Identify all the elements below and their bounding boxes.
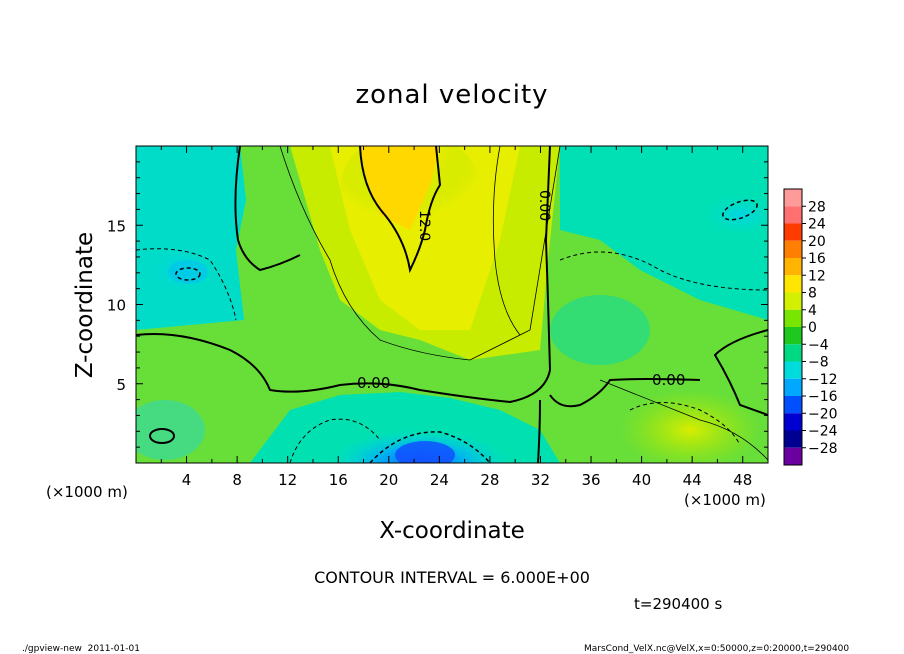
colorbar-label: −20: [808, 406, 838, 422]
time-label: t=290400 s: [634, 595, 722, 613]
colorbar-label: 0: [808, 320, 817, 336]
colorbar-swatch: [784, 275, 802, 293]
x-tick-label: 40: [632, 471, 651, 489]
footer-left: ./gpview-new 2011-01-01: [22, 644, 140, 654]
colorbar-swatch: [784, 189, 802, 207]
colorbar-swatch: [784, 396, 802, 414]
colorbar-swatch: [784, 309, 802, 327]
colorbar-label: −12: [808, 372, 838, 388]
x-tick-label: 20: [379, 471, 398, 489]
x-unit-label: (×1000 m): [684, 491, 766, 509]
colorbar-label: −28: [808, 441, 838, 457]
y-tick-label: 15: [107, 217, 126, 235]
y-axis-title: Z-coordinate: [72, 232, 98, 378]
y-tick-label: 5: [116, 376, 126, 394]
colorbar-label: 12: [808, 268, 826, 284]
contour-label-zero-2: 0.00: [652, 371, 685, 389]
colorbar-swatch: [784, 292, 802, 310]
colorbar-label: 28: [808, 199, 826, 215]
axis-ticks: [135, 145, 769, 464]
contour-label-group: 0.00 0.00 0.00 12.0: [357, 190, 685, 392]
chart-title: zonal velocity: [355, 80, 548, 110]
x-tick-label: 48: [733, 471, 752, 489]
x-tick-label: 12: [278, 471, 297, 489]
contour-lines: [136, 146, 768, 463]
y-tick-label: 10: [107, 297, 126, 315]
colorbar-label: 8: [808, 286, 817, 302]
colorbar-label: −4: [808, 337, 829, 353]
colorbar-swatch: [784, 240, 802, 258]
colorbar-label: 24: [808, 217, 826, 233]
colorbar-swatch: [784, 413, 802, 431]
x-tick-labels: 4 8 12 16 20 24 28 32 36 40 44 48: [182, 471, 752, 489]
x-axis-title: X-coordinate: [379, 518, 525, 544]
colorbar-swatch: [784, 344, 802, 362]
colorbar-swatch: [784, 430, 802, 448]
x-tick-label: 36: [581, 471, 600, 489]
contour-interval-text: CONTOUR INTERVAL = 6.000E+00: [314, 568, 590, 587]
colorbar-label: −16: [808, 389, 838, 405]
contour-label-zero-1: 0.00: [357, 374, 390, 392]
colorbar-label: 16: [808, 251, 826, 267]
colorbar-label: −8: [808, 355, 829, 371]
y-tick-labels: 5 10 15: [107, 217, 126, 394]
x-tick-label: 8: [232, 471, 242, 489]
contour-label-twelve: 12.0: [416, 210, 432, 241]
x-tick-label: 28: [480, 471, 499, 489]
heatmap-field: [136, 146, 768, 463]
x-tick-label: 32: [531, 471, 550, 489]
x-tick-label: 4: [182, 471, 192, 489]
colorbar-label: 20: [808, 234, 826, 250]
colorbar-swatch: [784, 206, 802, 224]
colorbar-label: −24: [808, 424, 838, 440]
colorbar-swatch: [784, 447, 802, 465]
colorbar-swatch: [784, 258, 802, 276]
x-tick-label: 44: [683, 471, 702, 489]
colorbar-swatch: [784, 378, 802, 396]
x-tick-label: 16: [329, 471, 348, 489]
contour-label-zero-3: 0.00: [536, 190, 552, 221]
colorbar-label: 4: [808, 303, 817, 319]
colorbar-swatch: [784, 223, 802, 241]
y-unit-label: (×1000 m): [46, 483, 128, 501]
x-tick-label: 24: [430, 471, 449, 489]
colorbar-swatch: [784, 361, 802, 379]
footer-right: MarsCond_VelX.nc@VelX,x=0:50000,z=0:2000…: [584, 644, 849, 654]
colorbar-swatch: [784, 327, 802, 345]
